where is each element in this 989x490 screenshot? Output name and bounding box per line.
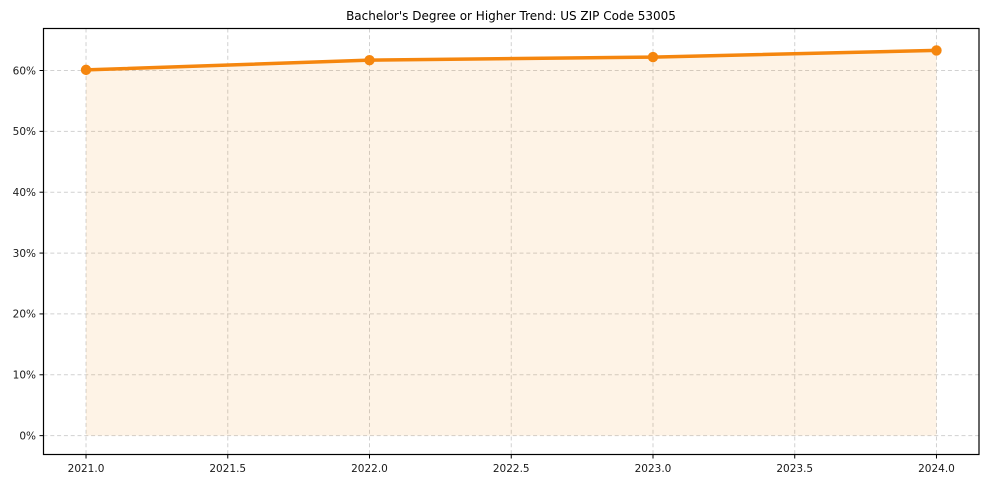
trend-line <box>84 48 939 72</box>
x-tick-label: 2023.0 <box>635 463 672 475</box>
y-tick-label: 0% <box>19 430 36 442</box>
x-tick-label: 2021.0 <box>68 463 105 475</box>
x-tick-label: 2022.0 <box>351 463 388 475</box>
data-point-marker <box>647 51 659 63</box>
area-fill <box>86 50 937 436</box>
chart-title: Bachelor's Degree or Higher Trend: US ZI… <box>346 9 676 23</box>
y-tick-label: 40% <box>13 187 36 199</box>
data-point-marker <box>931 45 942 56</box>
y-tick-label: 10% <box>13 370 36 382</box>
y-tick-label: 30% <box>13 248 36 260</box>
x-tick-label: 2021.5 <box>209 463 246 475</box>
x-tick-label: 2024.0 <box>918 463 955 475</box>
x-tick-label: 2023.5 <box>776 463 813 475</box>
data-point-marker <box>364 54 375 66</box>
y-tick-label: 20% <box>13 309 36 321</box>
y-tick-label: 50% <box>13 126 36 138</box>
data-point-marker <box>80 64 92 76</box>
y-tick-label: 60% <box>13 65 36 77</box>
x-tick-label: 2022.5 <box>493 463 530 475</box>
